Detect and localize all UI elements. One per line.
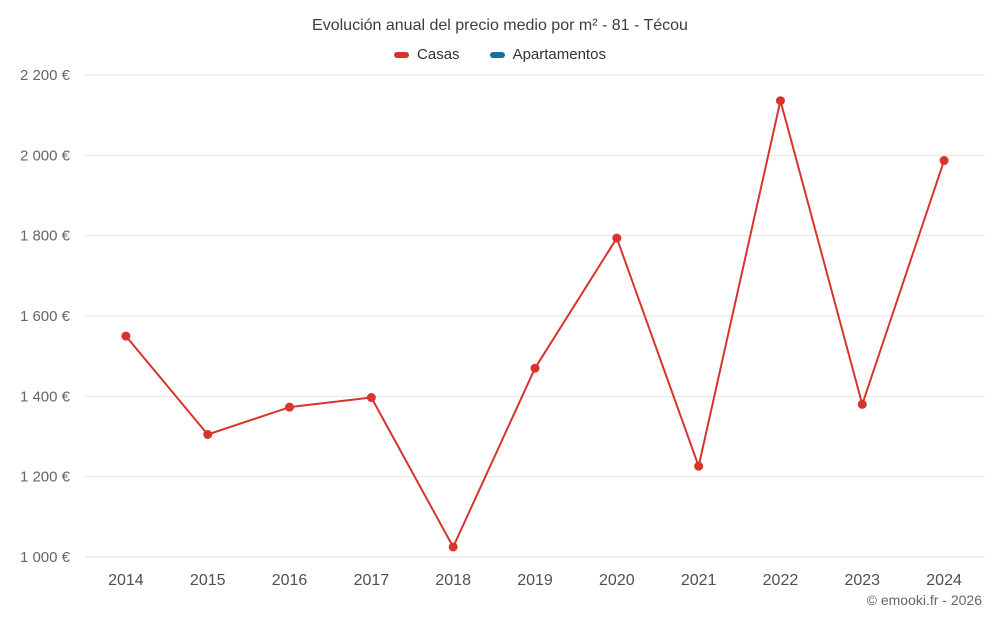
y-tick-label: 1 200 € [20, 469, 71, 486]
data-point-casas-2021 [694, 461, 704, 471]
data-point-casas-2015 [203, 429, 213, 439]
x-tick-label: 2015 [190, 572, 226, 589]
data-point-casas-2023 [857, 399, 867, 409]
y-tick-label: 2 000 € [20, 147, 71, 164]
y-tick-label: 1 000 € [20, 549, 71, 566]
data-point-casas-2019 [530, 363, 540, 373]
data-point-casas-2020 [612, 233, 622, 243]
y-tick-label: 1 600 € [20, 308, 71, 325]
data-point-casas-2014 [121, 331, 131, 341]
x-tick-label: 2018 [435, 572, 471, 589]
legend-item-casas[interactable]: Casas [394, 46, 460, 63]
legend-swatch-icon [489, 51, 505, 58]
chart-legend: Casas Apartamentos [0, 46, 1000, 63]
data-point-casas-2024 [939, 156, 949, 166]
series-line-casas [124, 99, 946, 548]
legend-label: Casas [417, 46, 460, 63]
x-tick-label: 2023 [844, 572, 880, 589]
y-tick-label: 1 800 € [20, 228, 71, 245]
attribution-text: © emooki.fr - 2026 [866, 592, 982, 608]
data-point-casas-2016 [285, 402, 295, 412]
x-tick-label: 2024 [926, 572, 962, 589]
x-tick-label: 2022 [763, 572, 799, 589]
chart-title: Evolución anual del precio medio por m² … [312, 17, 688, 34]
data-point-casas-2017 [366, 393, 376, 403]
legend-item-apartamentos[interactable]: Apartamentos [489, 46, 606, 63]
x-tick-label: 2017 [354, 572, 390, 589]
x-tick-label: 2020 [599, 572, 635, 589]
legend-label: Apartamentos [512, 46, 606, 63]
legend-swatch-icon [394, 51, 410, 58]
x-tick-label: 2016 [272, 572, 308, 589]
data-point-casas-2022 [775, 96, 785, 106]
x-tick-label: 2014 [108, 572, 144, 589]
data-point-casas-2018 [448, 542, 458, 552]
x-tick-label: 2019 [517, 572, 553, 589]
y-tick-label: 1 400 € [20, 388, 71, 405]
x-tick-label: 2021 [681, 572, 717, 589]
y-tick-label: 2 200 € [20, 67, 71, 84]
